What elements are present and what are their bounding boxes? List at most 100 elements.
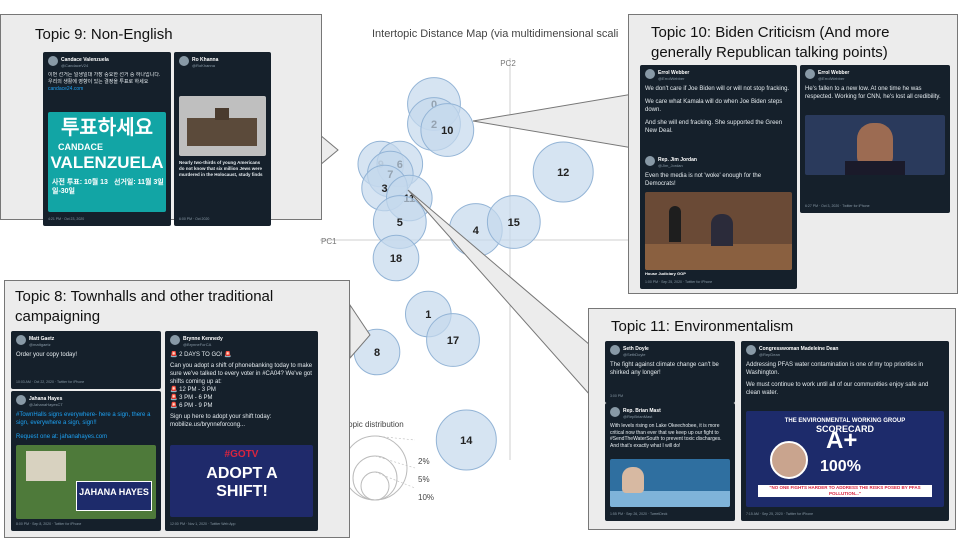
tweet-body: We don't care if Joe Biden will or will … [645, 85, 792, 135]
tweet-footer: 10:03 AM · Oct 22, 2020 · Twitter for iP… [16, 380, 85, 384]
topic-bubble-18 [372, 234, 420, 282]
scorecard-percent: 100% [820, 458, 861, 475]
tweet-line2: We care what Kamala will do when Joe Bid… [645, 99, 783, 113]
topic-label-8: 8 [374, 347, 380, 359]
size-legend-tick-5 [374, 455, 416, 469]
poster-vote: 투표하세요 CANDACE VALENZUELA 사전 투표: 10월 13일-… [48, 112, 166, 212]
photo-tower [215, 108, 229, 120]
tweet-author: Matt Gaetz [29, 336, 55, 342]
tweet-body: The fight against climate change can't b… [610, 362, 719, 376]
tweet-request[interactable]: Request one at: jahanahayes.com [16, 434, 108, 440]
tweet-line3: Sign up here to adopt your shift today: … [170, 414, 272, 428]
tweet-t10a: Errol Webber @ErrolWebber We don't care … [640, 65, 797, 161]
tweet-line1: We don't care if Joe Biden will or will … [645, 86, 790, 92]
tweet-author: Ro Khanna [192, 57, 219, 63]
tweet-body: Even the media is not 'woke' enough for … [645, 173, 762, 187]
topic-bubble-12 [532, 141, 594, 203]
topic-label-4: 4 [473, 225, 480, 237]
tweet-line3: And she will end fracking. She supported… [645, 120, 783, 134]
yard-sign: JAHANA HAYES [76, 481, 152, 511]
size-legend-tick-10 [374, 435, 416, 441]
yard-sign-text: JAHANA HAYES [79, 487, 149, 497]
scorecard-poster: THE ENVIRONMENTAL WORKING GROUP SCORECAR… [746, 411, 944, 507]
poster-adopt: ADOPT A SHIFT! [206, 465, 278, 500]
tweet-link[interactable]: candace24.com [48, 86, 84, 92]
adopt-shift-poster: #GOTV ADOPT A SHIFT! [170, 445, 313, 517]
avatar [610, 407, 620, 417]
tweet-handle: @JahanaHayesCT [29, 402, 63, 407]
callout-topic11: Topic 11: Environmentalism Seth Doyle @S… [588, 308, 956, 530]
callout-topic10-title: Topic 10: Biden Criticism (And more gene… [651, 24, 890, 61]
topic-bubble-17 [426, 313, 480, 367]
size-legend-circle-10 [342, 435, 408, 501]
tweet-body: With levels rising on Lake Okeechobee, i… [610, 423, 722, 449]
topic-label-5: 5 [397, 217, 403, 229]
tweet-footer: 1:55 PM · Sep 26, 2020 · TweetDeck [610, 512, 668, 516]
tweet-footer: 3:00 PM [610, 394, 624, 398]
tweet-footer: 1:00 PM · Sep 25, 2020 · Twitter for iPh… [645, 280, 713, 284]
tweet-footer: 6:27 PM · Oct 3, 2020 · Twitter for iPho… [805, 204, 870, 208]
photo-anchor [622, 467, 644, 493]
scorecard-org: THE ENVIRONMENTAL WORKING GROUP [784, 418, 906, 424]
tweet-footer: 4:21 PM · Oct 23, 2020 [48, 217, 85, 221]
size-legend-circle-2 [360, 471, 390, 501]
axis-label-pc1: PC1 [321, 237, 337, 246]
scorecard-quote: "NO ONE FIGHTS HARDER TO ADDRESS THE RIS… [758, 485, 932, 497]
tweet-source: House Judiciary GOP [645, 271, 686, 276]
tweet-body: #TownHalls signs everywhere- here a sign… [16, 411, 156, 445]
poster-name-last: VALENZUELA [50, 153, 164, 172]
poster-name-first: CANDACE [58, 142, 103, 152]
tweet-body: Addressing PFAS water contamination is o… [746, 361, 944, 409]
tweet-text: 이번 선거는 일생일대 가장 중요한 선거 중 하나입니다. 우리의 생활에 영… [48, 72, 161, 85]
photo-dais [645, 244, 792, 270]
tweet-body: He's fallen to a new low. At one time he… [805, 86, 941, 100]
photo-suit [845, 161, 905, 175]
tweet-body: 이번 선거는 일생일대 가장 중요한 선거 중 하나입니다. 우리의 생활에 영… [48, 72, 166, 110]
tweet-author: Candace Valenzuela [61, 57, 109, 63]
avatar [170, 335, 180, 345]
avatar [16, 395, 26, 405]
photo-person [711, 214, 733, 246]
leader-topic9 [319, 133, 339, 167]
topic-label-15: 15 [508, 217, 520, 229]
hearing-photo [645, 192, 792, 270]
poster-election-day: 선거일: 11월 3일 [114, 179, 164, 186]
tweet-handle: @Jim_Jordan [658, 163, 683, 168]
leader-topic8 [349, 303, 371, 360]
tweet-footer: 12:00 PM · Nov 1, 2020 · Twitter Web App [170, 522, 236, 526]
tweet-body: Nearly two-thirds of young Americans do … [179, 160, 263, 177]
tweet-body: Order your copy today! [16, 352, 78, 358]
tweet-handle: @ErrolWebber [818, 76, 845, 81]
tweet-line1: Addressing PFAS water contamination is o… [746, 362, 924, 376]
leader-topic10 [472, 91, 646, 151]
topic-label-1: 1 [425, 309, 431, 321]
tweet-handle: @RoKhanna [192, 63, 215, 68]
axis-label-pc2: PC2 [500, 59, 516, 68]
tweet-author: Jahana Hayes [29, 396, 63, 402]
tweet-author: Congresswoman Madeleine Dean [759, 346, 839, 352]
tweet-t9a: Candace Valenzuela @CandaceV24 이번 선거는 일생… [43, 52, 171, 226]
topic-bubble-10 [420, 103, 475, 157]
tweet-handle: @mattgaetz [29, 342, 51, 347]
tweet-text: #TownHalls signs everywhere- here a sign… [16, 412, 151, 426]
topic-label-18: 18 [390, 253, 402, 265]
tweet-author: Rep. Brian Mast [623, 408, 661, 414]
topic-bubble-14 [435, 409, 497, 471]
tweet-t8a: Matt Gaetz @mattgaetz Order your copy to… [11, 331, 161, 389]
topic-label-10: 10 [441, 125, 453, 137]
avatar [645, 156, 655, 166]
topic-label-12: 12 [557, 167, 569, 179]
scorecard-label: SCORECARD [815, 424, 874, 434]
cnn-photo [805, 115, 945, 175]
yard-sign-photo: JAHANA HAYES [16, 445, 156, 519]
avatar [805, 69, 815, 79]
avatar [179, 56, 189, 66]
tweet-handle: @RepBrianMast [623, 414, 653, 419]
chart-title: Intertopic Distance Map (via multidimens… [372, 28, 619, 40]
photo-face [857, 123, 893, 167]
tweet-t10c: Errol Webber @ErrolWebber He's fallen to… [800, 65, 950, 213]
tweet-line2: We must continue to work until all of ou… [746, 382, 929, 396]
tweet-t9b: Ro Khanna @RoKhanna Nearly two-thirds of… [174, 52, 271, 226]
tweet-t10b: Rep. Jim Jordan @Jim_Jordan Even the med… [640, 152, 797, 289]
tweet-t11a: Seth Doyle @SethDoyle The fight against … [605, 341, 735, 403]
